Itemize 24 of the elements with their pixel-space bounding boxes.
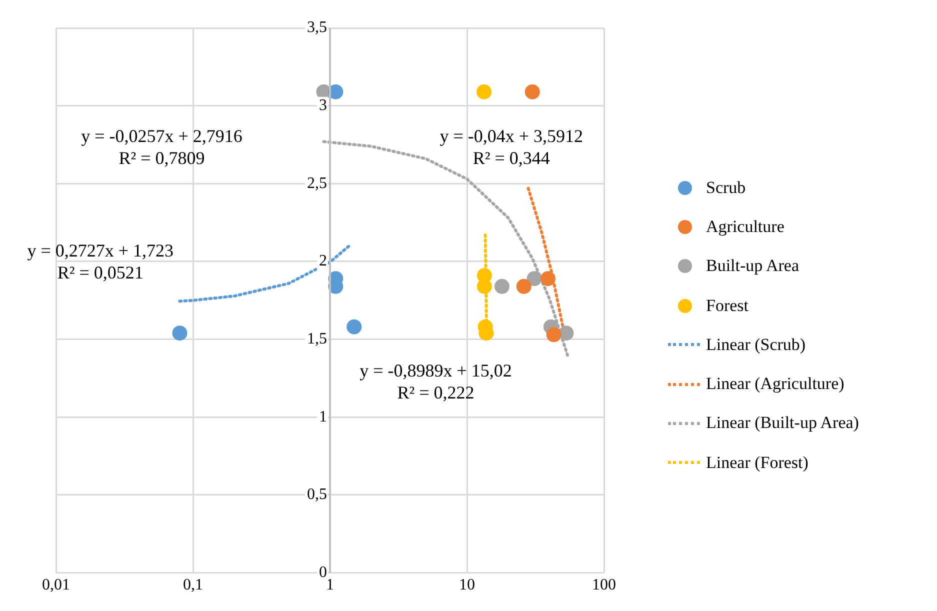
legend-label: Agriculture [706, 216, 784, 237]
y-tick-label: 2,5 [307, 174, 327, 192]
y-tick-label: 3,5 [307, 19, 327, 36]
x-tick-label: 0,1 [183, 576, 203, 594]
x-tick-label: 10 [459, 576, 475, 594]
annotation: y = 0,2727x + 1,723 R² = 0,0521 [27, 240, 174, 283]
legend-label: Linear (Built-up Area) [706, 413, 859, 434]
annotation: y = -0,0257x + 2,7916 R² = 0,7809 [81, 126, 242, 168]
legend-label: Scrub [706, 178, 746, 198]
legend-label: Linear (Forest) [706, 452, 808, 473]
legend-label: Linear (Scrub) [706, 334, 806, 355]
y-tick-label: 0,5 [307, 486, 327, 504]
annotation: y = -0,04x + 3,5912 R² = 0,344 [440, 126, 584, 168]
legend-label: Built-up Area [706, 256, 800, 276]
x-tick-label: 100 [592, 576, 616, 594]
x-tick-label: 0,01 [42, 576, 70, 594]
y-tick-label: 1,5 [307, 330, 327, 348]
legend-label: Linear (Agriculture) [706, 374, 844, 394]
y-tick-label: 1 [319, 408, 327, 426]
legend-label: Forest [706, 296, 748, 316]
y-tick-label: 2 [319, 252, 327, 270]
y-tick-label: 3 [319, 97, 327, 114]
y-tick-label: 0 [319, 564, 327, 582]
annotation: y = -0,8989x + 15,02 R² = 0,222 [360, 360, 512, 402]
